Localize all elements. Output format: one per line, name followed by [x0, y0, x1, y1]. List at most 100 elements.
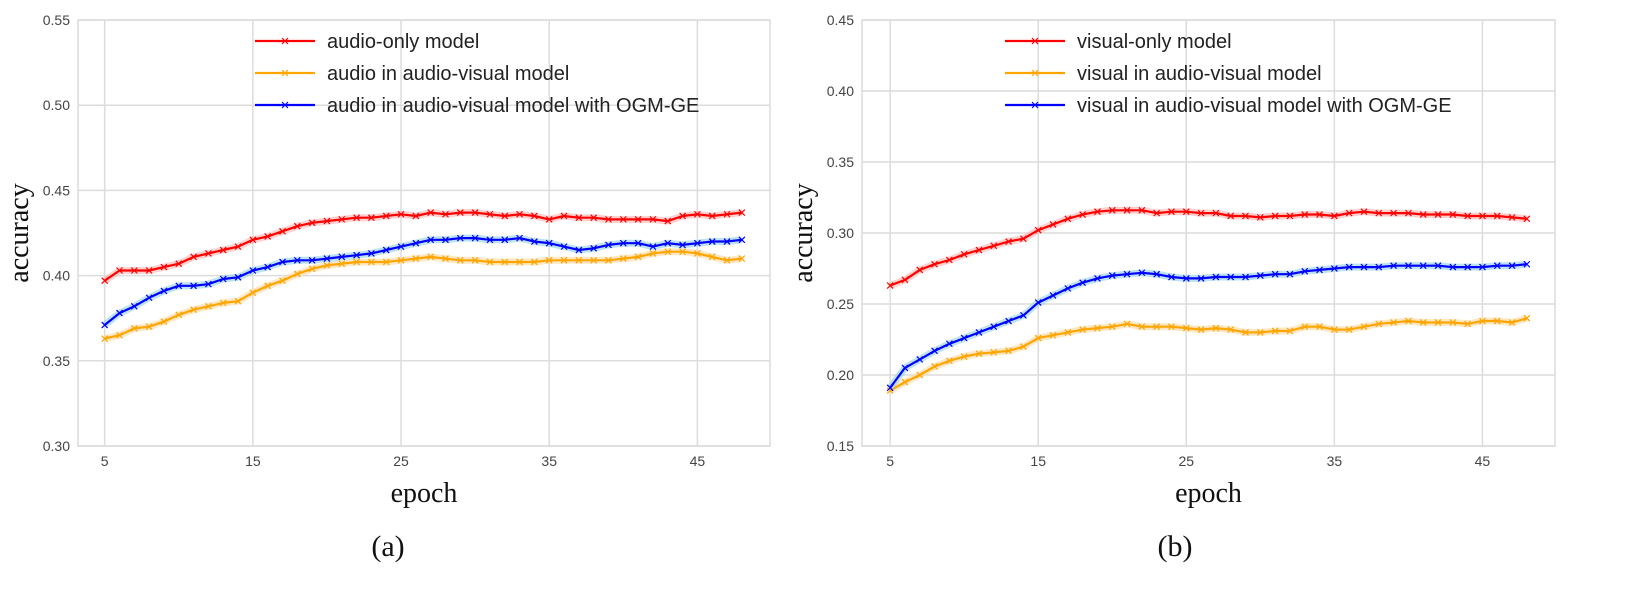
data-point-marker: [204, 280, 212, 288]
y-tick-label: 0.30: [827, 225, 854, 241]
data-point-marker: [916, 355, 924, 363]
y-tick-label: 0.15: [827, 438, 854, 454]
data-point-marker: [575, 246, 583, 254]
data-point-marker: [1419, 211, 1427, 218]
data-point-marker: [308, 265, 316, 273]
series-line: [889, 263, 1528, 389]
data-point-marker: [575, 256, 583, 264]
data-point-marker: [1345, 209, 1353, 217]
data-point-marker: [1464, 263, 1472, 271]
legend-label: visual in audio-visual model: [1077, 63, 1322, 85]
data-point-marker: [1079, 326, 1087, 333]
data-point-marker: [279, 258, 286, 266]
data-point-marker: [1404, 262, 1412, 270]
legend-label: audio in audio-visual model: [327, 63, 569, 85]
y-tick-label: 0.50: [43, 97, 70, 113]
data-point-marker: [931, 347, 938, 355]
data-point-marker: [723, 256, 731, 264]
data-point-marker: [545, 215, 553, 223]
data-point-marker: [397, 243, 405, 251]
x-tick-label: 35: [1327, 453, 1343, 469]
data-point-marker: [249, 236, 257, 244]
data-point-marker: [1168, 323, 1175, 331]
data-point-marker: [975, 350, 983, 358]
data-point-marker: [738, 255, 746, 262]
data-point-marker: [130, 324, 138, 332]
data-point-marker: [1330, 326, 1338, 333]
data-point-marker: [353, 258, 361, 266]
data-point-marker: [130, 302, 138, 310]
data-point-marker: [486, 236, 494, 244]
data-point-marker: [516, 258, 524, 266]
data-point-marker: [175, 260, 183, 268]
legend-label: visual-only model: [1077, 31, 1232, 53]
data-point-marker: [264, 282, 272, 290]
data-point-marker: [1049, 292, 1057, 299]
data-point-marker: [1212, 273, 1220, 281]
data-point-marker: [175, 311, 183, 319]
x-tick-label: 25: [1178, 453, 1194, 469]
data-point-marker: [1256, 328, 1264, 336]
data-point-marker: [960, 250, 968, 258]
data-point-marker: [1034, 334, 1042, 342]
y-tick-label: 0.20: [827, 367, 854, 383]
subfigure-caption: (b): [1158, 530, 1193, 563]
data-point-marker: [1508, 319, 1516, 326]
data-point-marker: [1375, 209, 1383, 217]
data-point-marker: [708, 238, 716, 245]
data-point-marker: [293, 270, 301, 278]
data-point-marker: [649, 215, 657, 223]
data-point-marker: [264, 263, 272, 271]
data-point-marker: [471, 209, 479, 216]
data-point-marker: [501, 258, 509, 266]
data-point-marker: [901, 378, 909, 386]
data-point-marker: [560, 256, 568, 264]
data-point-marker: [738, 236, 746, 244]
plot-frame: [77, 19, 771, 447]
data-point-marker: [486, 258, 494, 266]
y-tick-label: 0.45: [827, 12, 854, 28]
data-point-marker: [1212, 209, 1220, 217]
data-point-marker: [1153, 209, 1161, 217]
data-point-marker: [1108, 323, 1116, 331]
x-tick-label: 15: [1030, 453, 1046, 469]
data-point-marker: [323, 217, 331, 225]
data-point-marker: [545, 256, 553, 264]
data-point-marker: [249, 289, 257, 297]
data-point-marker: [1138, 323, 1146, 331]
data-point-marker: [886, 384, 894, 392]
data-point-marker: [338, 215, 346, 223]
x-tick-label: 5: [101, 453, 109, 469]
data-point-marker: [1286, 270, 1294, 278]
data-point-marker: [234, 273, 242, 281]
data-point-marker: [442, 255, 449, 262]
legend-marker: [281, 69, 289, 77]
plot-frame: [861, 19, 1556, 447]
data-point-marker: [664, 217, 672, 225]
data-point-marker: [1434, 262, 1442, 270]
data-point-marker: [575, 214, 583, 222]
data-point-marker: [471, 234, 479, 242]
data-point-marker: [1493, 262, 1501, 270]
data-point-marker: [1301, 267, 1309, 275]
series-band: [103, 248, 743, 343]
series-line: [889, 209, 1528, 287]
data-point-marker: [1419, 262, 1427, 270]
data-point-marker: [1064, 215, 1072, 223]
data-point-marker: [1508, 262, 1516, 270]
data-point-marker: [619, 215, 627, 223]
data-point-marker: [975, 246, 983, 254]
data-point-marker: [501, 236, 509, 244]
data-point-marker: [338, 253, 346, 261]
data-point-marker: [1330, 265, 1338, 272]
data-point-marker: [101, 277, 109, 285]
data-point-marker: [1123, 320, 1131, 328]
data-point-marker: [1464, 320, 1472, 328]
data-point-marker: [679, 248, 686, 256]
data-point-marker: [308, 219, 316, 227]
data-point-marker: [1108, 272, 1116, 280]
legend-marker: [1031, 101, 1039, 109]
data-point-marker: [1227, 273, 1235, 281]
data-point-marker: [456, 209, 464, 216]
